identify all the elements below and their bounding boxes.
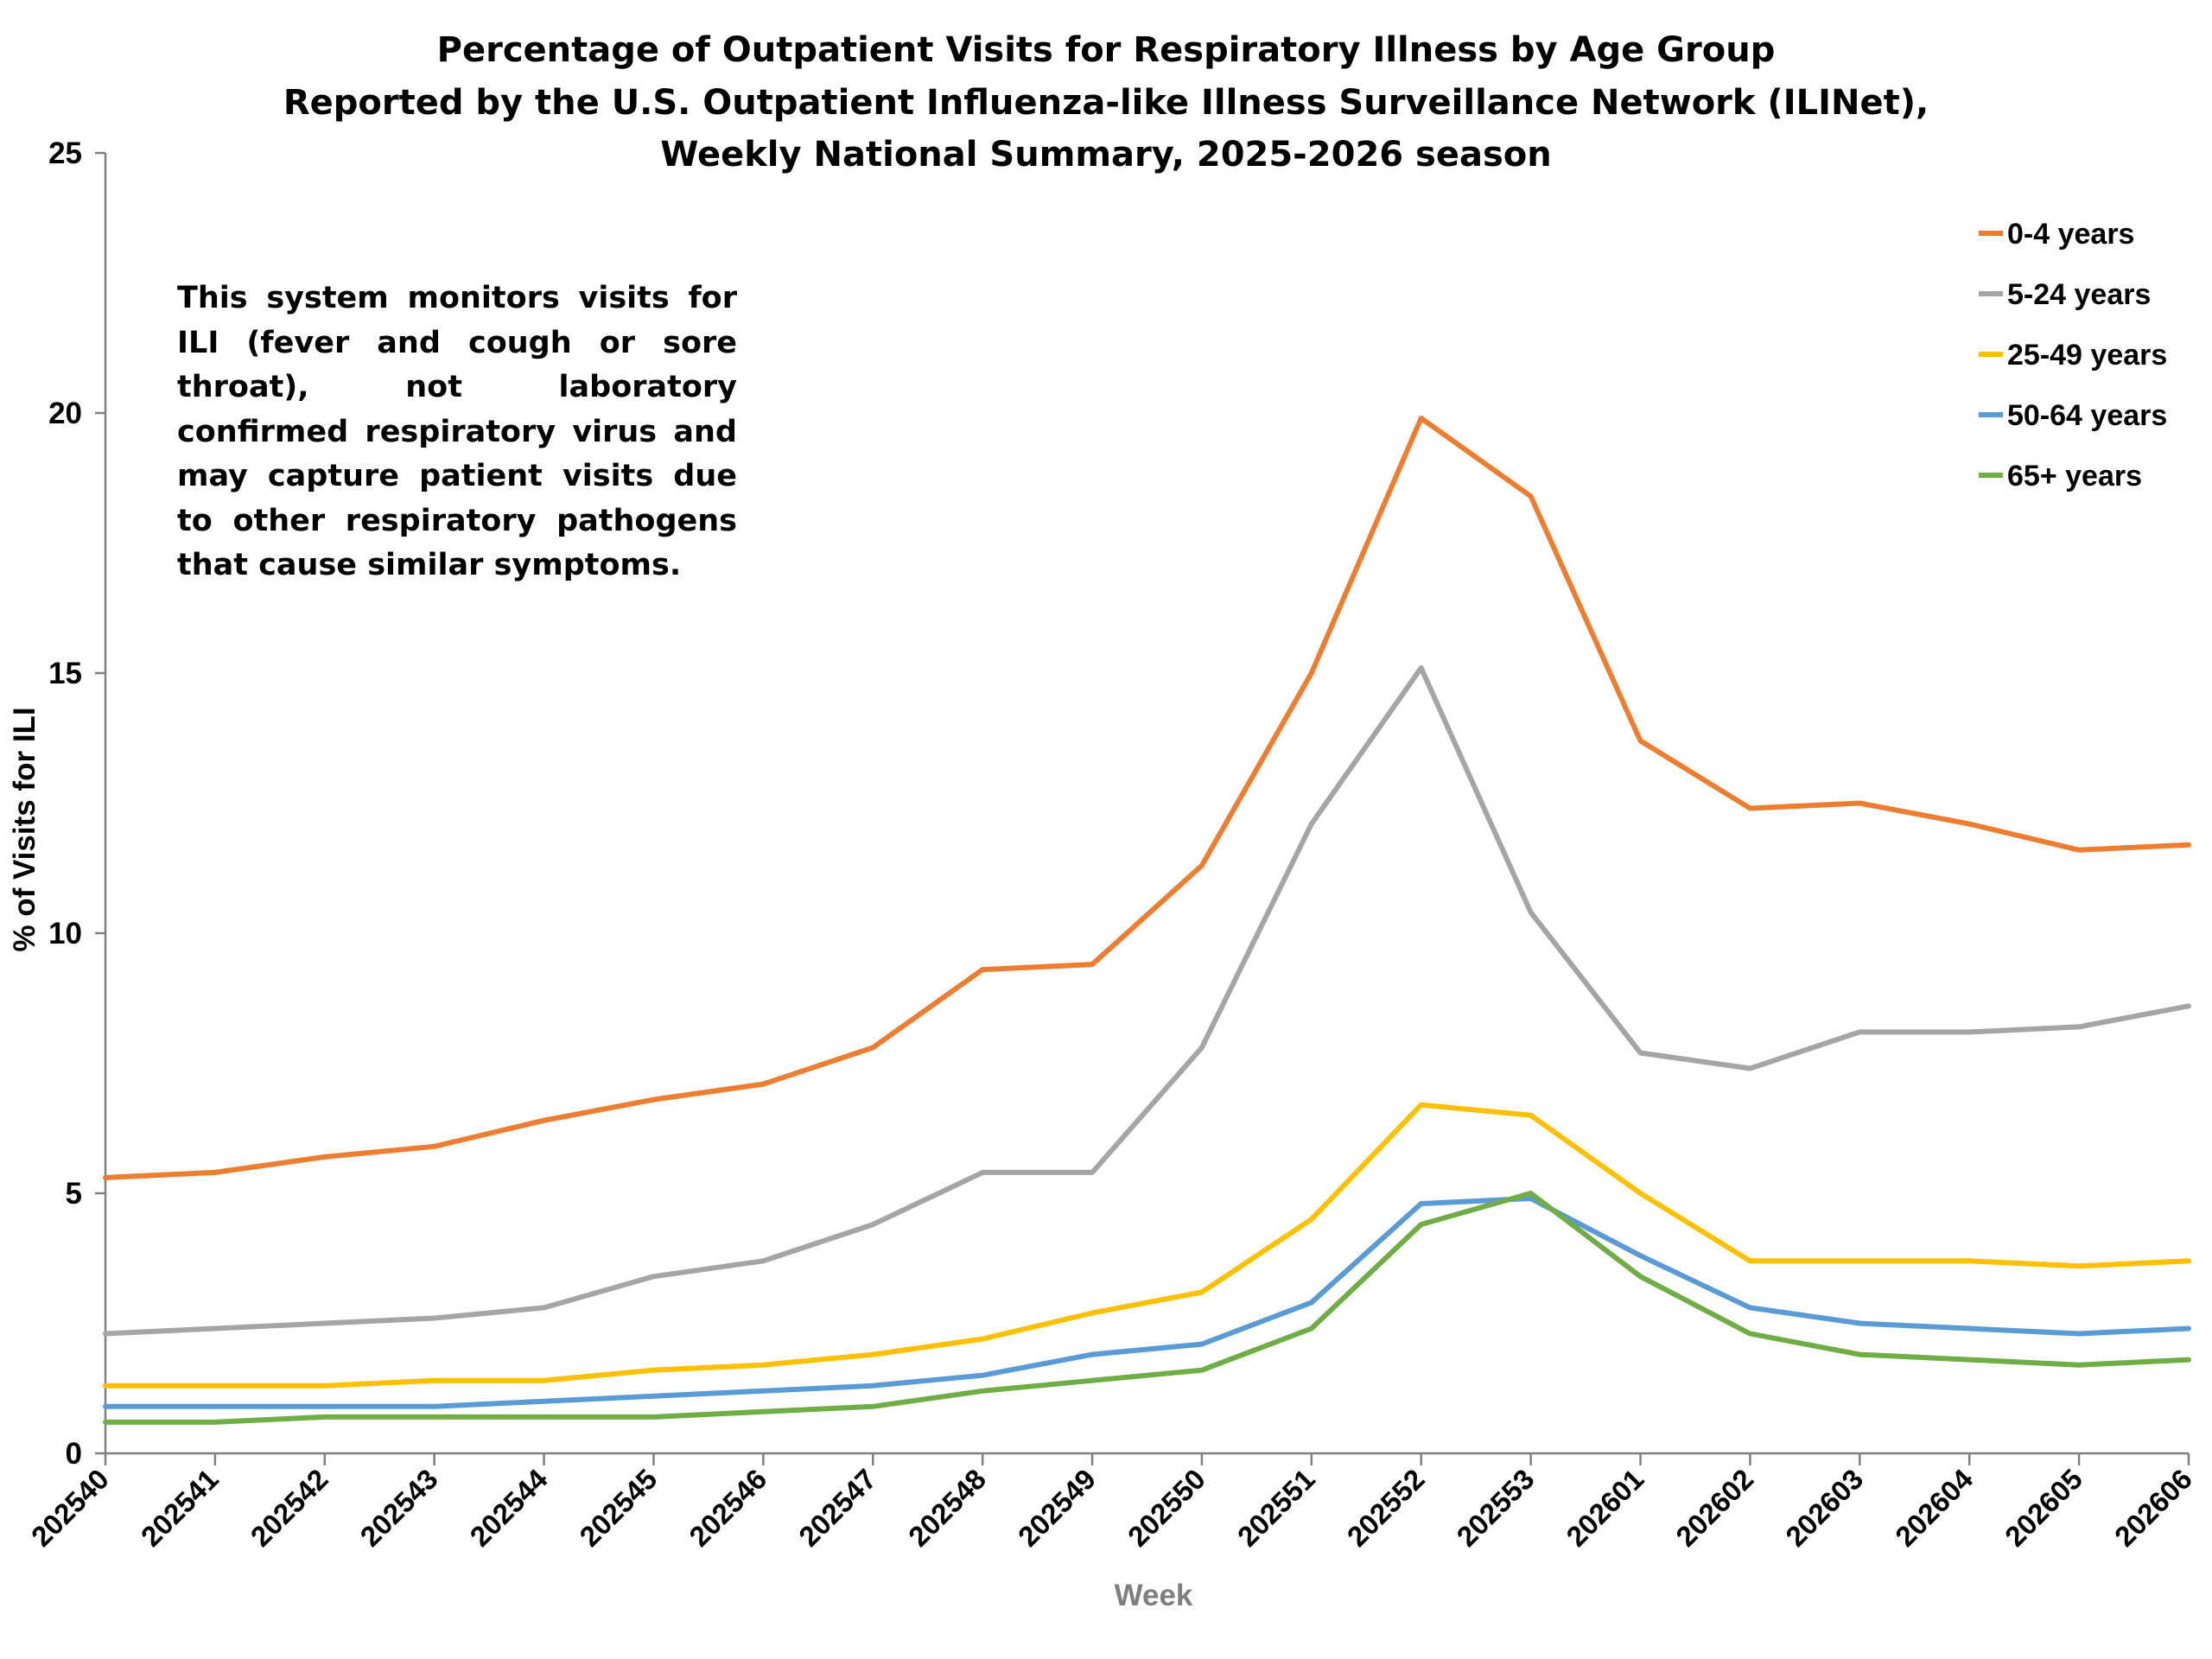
x-tick-label: 202605 [1999,1463,2088,1553]
x-tick-label: 202552 [1341,1463,1431,1553]
y-tick-label: 10 [48,917,82,950]
chart-title: Percentage of Outpatient Visits for Resp… [283,30,1929,175]
x-tick-label: 202543 [354,1463,444,1553]
x-tick-label: 202553 [1451,1463,1541,1553]
legend-label-1: 5-24 years [2007,278,2151,311]
series-lines [103,416,2191,1425]
x-tick-label: 202545 [573,1463,663,1553]
x-tick-label: 202544 [463,1462,553,1552]
x-tick-labels: 202540 202541 202542 202543 202544 202545 2025… [25,1462,2198,1552]
y-tick-labels: 0 5 10 15 20 25 [48,137,82,1471]
x-tick-label: 202546 [683,1463,772,1553]
x-axis-label: Week [1115,1579,1193,1612]
x-tick-label: 202549 [1012,1463,1102,1553]
legend: 0-4 years 5-24 years 25-49 years 50-64 year… [1979,218,2167,493]
series-line-1 [103,665,2191,1337]
chart-annotation: This system monitors visits for ILI (fev… [177,281,737,582]
y-tick-label: 15 [48,657,82,690]
x-tick-label: 202601 [1560,1463,1649,1553]
y-tick-label: 25 [48,137,82,170]
legend-label-2: 25-49 years [2007,339,2167,372]
x-tick-label: 202602 [1669,1463,1759,1553]
y-tick-label: 5 [66,1177,82,1211]
x-tick-label: 202550 [1122,1463,1211,1553]
legend-label-4: 65+ years [2007,460,2142,493]
x-tick-label: 202542 [245,1463,334,1553]
y-tick-label: 20 [48,397,82,430]
legend-label-3: 50-64 years [2007,399,2167,432]
x-tick-label: 202606 [2108,1463,2198,1553]
y-tick-label: 0 [66,1437,82,1471]
series-line-2 [103,1102,2191,1389]
x-tick-label: 202603 [1779,1463,1869,1553]
chart-title-line-1: Percentage of Outpatient Visits for Resp… [437,30,1776,70]
chart-title-line-3: Weekly National Summary, 2025-2026 seaso… [660,135,1551,175]
chart-title-line-2: Reported by the U.S. Outpatient Influenz… [283,83,1929,123]
x-tick-label: 202551 [1231,1463,1321,1553]
x-tick-label: 202541 [135,1463,225,1553]
series-line-0 [103,416,2191,1180]
x-tick-label: 202548 [902,1463,992,1553]
x-tick-label: 202604 [1889,1462,1979,1552]
series-line-4 [103,1191,2191,1425]
legend-label-0: 0-4 years [2007,218,2134,251]
x-tick-label: 202547 [792,1463,882,1553]
x-tick-label: 202540 [25,1463,115,1553]
chart-axes [95,151,2190,1465]
series-line-3 [103,1196,2191,1409]
y-axis-label: % of Visits for ILI [8,707,41,951]
